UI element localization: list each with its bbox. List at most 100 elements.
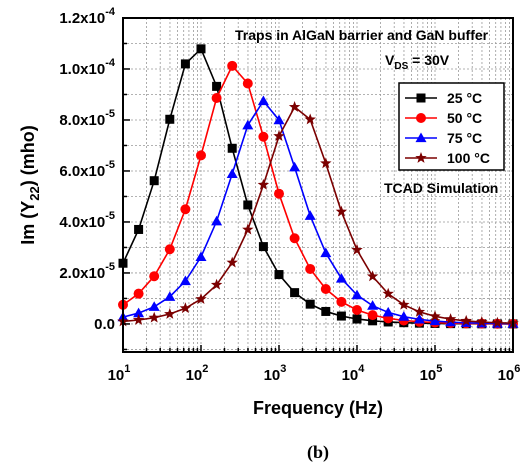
data-point <box>211 215 223 226</box>
annotation-tcad: TCAD Simulation <box>384 180 498 196</box>
data-point <box>444 313 457 324</box>
data-point <box>460 314 472 326</box>
y-tick-label-exp: -5 <box>105 159 115 171</box>
data-point <box>195 293 207 304</box>
legend-label: 50 °C <box>447 110 482 126</box>
x-tick-label-exp: 6 <box>514 363 520 375</box>
y-tick-label: 1.0x10-4 <box>59 57 116 78</box>
data-point <box>367 300 379 310</box>
data-point <box>413 305 426 317</box>
data-point <box>180 59 190 69</box>
y-axis-title-suffix: ) (mho) <box>18 125 38 186</box>
x-tick-label-base: 10 <box>264 367 281 384</box>
x-tick-label-exp: 3 <box>280 363 286 375</box>
data-point <box>320 157 332 169</box>
y-axis-title: Im (Y22) (mho) <box>18 125 42 244</box>
y-tick-label-mantissa: 0.0 <box>94 316 115 333</box>
data-point <box>304 113 316 125</box>
legend-marker <box>416 113 426 123</box>
annotation-vds: VDS = 30V <box>385 52 450 72</box>
data-point <box>429 315 441 326</box>
data-point <box>149 271 160 282</box>
data-point <box>165 114 175 124</box>
data-point <box>242 78 253 89</box>
plot-frame <box>122 17 514 353</box>
data-point <box>382 306 394 317</box>
data-point <box>164 291 176 301</box>
data-point <box>132 314 145 325</box>
data-point <box>195 251 207 262</box>
x-tick-label: 102 <box>186 363 209 384</box>
data-point <box>257 95 269 106</box>
figure-caption: (b) <box>307 442 329 463</box>
data-point <box>491 316 504 328</box>
data-point <box>398 298 410 310</box>
legend-entry: 50 °C <box>405 110 482 126</box>
data-point <box>226 256 238 268</box>
data-point <box>476 316 488 327</box>
legend-label: 75 °C <box>447 130 482 146</box>
y-tick-label-mantissa: 1.2x10 <box>59 10 105 27</box>
data-point <box>196 150 206 161</box>
x-tick-label-exp: 4 <box>358 363 365 375</box>
data-point <box>305 263 316 274</box>
x-tick-label: 105 <box>420 363 443 384</box>
data-point <box>289 233 300 244</box>
data-point <box>242 223 254 235</box>
data-point <box>258 242 268 252</box>
data-point <box>304 210 316 220</box>
data-point <box>227 60 238 71</box>
data-point <box>212 81 222 91</box>
legend-entry: 25 °C <box>405 90 482 106</box>
data-point <box>429 310 441 322</box>
x-tick-label: 103 <box>264 363 287 384</box>
data-point <box>274 270 284 280</box>
data-point <box>226 168 238 179</box>
data-point <box>321 306 331 316</box>
y-tick-label-mantissa: 2.0x10 <box>59 265 105 282</box>
x-tick-label: 106 <box>498 363 521 384</box>
ticks <box>122 42 514 352</box>
data-point <box>227 143 237 153</box>
tick-labels: 101 102 103 104 105 1060.02.0x10-54.0x10-56.0… <box>59 6 520 384</box>
data-point <box>274 188 284 199</box>
legend-marker <box>415 152 427 163</box>
y-axis-title-prefix: Im (Y <box>18 201 38 245</box>
x-axis-title: Frequency (Hz) <box>253 398 383 418</box>
x-tick-label-base: 10 <box>186 367 203 384</box>
data-point <box>367 310 378 321</box>
data-point <box>382 287 394 299</box>
y-tick-label-exp: -4 <box>105 57 116 69</box>
data-point <box>368 316 378 326</box>
data-point <box>164 308 176 319</box>
data-point <box>148 311 160 323</box>
y-tick-label-exp: -5 <box>105 210 115 222</box>
series-layer <box>117 44 519 329</box>
y-tick-label: 8.0x10-5 <box>59 108 115 129</box>
x-tick-label: 104 <box>342 363 366 384</box>
data-point <box>134 224 144 234</box>
y-tick-label-exp: -5 <box>105 108 115 120</box>
y-tick-label-mantissa: 8.0x10 <box>59 112 105 129</box>
y-tick-label-mantissa: 4.0x10 <box>59 214 105 231</box>
x-tick-label-exp: 1 <box>124 363 130 375</box>
data-point <box>336 296 347 307</box>
data-point <box>257 178 270 190</box>
y-tick-label: 6.0x10-5 <box>59 159 115 180</box>
data-point <box>352 314 362 324</box>
data-point <box>290 288 300 298</box>
data-point <box>320 284 331 295</box>
x-tick-label-exp: 5 <box>436 363 442 375</box>
y-tick-label-mantissa: 1.0x10 <box>59 61 105 78</box>
legend: 25 °C 50 °C 75 °C 100 °C <box>398 82 505 171</box>
legend-label: 100 °C <box>447 150 490 166</box>
data-point <box>335 205 348 217</box>
data-point <box>149 176 159 186</box>
data-point <box>335 272 347 283</box>
annotation-vds-rest: = 30V <box>408 52 450 68</box>
annotation-traps: Traps in AlGaN barrier and GaN buffer <box>235 27 489 43</box>
x-tick-label: 101 <box>108 363 131 384</box>
data-point <box>179 275 191 286</box>
x-tick-label-base: 10 <box>498 367 515 384</box>
